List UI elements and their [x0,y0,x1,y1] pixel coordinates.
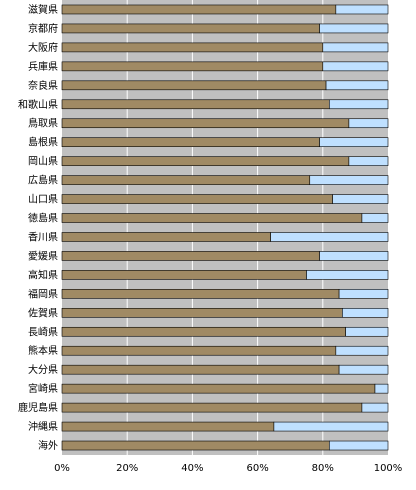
x-tick-label: 100% [374,463,403,474]
bar-segment-1 [61,99,330,110]
category-label: 島根県 [28,136,58,149]
category-label: 高知県 [28,268,58,281]
bar-segment-1 [61,421,275,432]
category-label: 大分県 [28,363,58,376]
x-tick-label: 40% [181,463,203,474]
bar-segment-2 [348,118,389,129]
bar-segment-1 [61,23,320,34]
bar-segment-1 [61,4,337,15]
category-label: 愛媛県 [28,249,58,262]
category-label: 鹿児島県 [18,401,58,414]
bar-segment-1 [61,270,307,280]
bar-segment-1 [61,326,346,337]
x-tick-label: 20% [116,463,138,474]
category-label: 熊本県 [28,344,58,357]
bar-segment-1 [61,402,363,413]
bars [61,4,389,451]
bar-segment-2 [309,175,389,185]
bar-segment-2 [319,23,389,34]
bar-segment-1 [61,383,376,394]
category-labels: 滋賀県京都府大阪府兵庫県奈良県和歌山県鳥取県島根県岡山県広島県山口県徳島県香川県… [18,3,58,452]
bar-segment-2 [361,402,389,413]
bar-segment-2 [348,156,389,166]
bar-segment-2 [322,42,389,53]
bar-segment-2 [332,194,389,204]
category-label: 福岡県 [28,287,58,300]
category-label: 海外 [38,439,58,452]
category-label: 山口県 [28,194,58,206]
category-label: 奈良県 [28,79,58,92]
category-label: 長崎県 [28,325,58,338]
bar-segment-2 [345,326,389,337]
bar-segment-1 [61,251,320,261]
bar-segment-2 [329,440,389,451]
category-label: 鳥取県 [28,117,58,130]
bar-segment-1 [61,194,333,204]
bar-segment-1 [61,175,311,185]
category-label: 佐賀県 [28,307,58,319]
category-label: 広島県 [28,174,58,187]
bar-segment-1 [61,440,330,451]
bar-segment-1 [61,213,363,223]
bar-segment-2 [306,270,389,280]
bar-segment-1 [61,42,324,53]
bar-segment-2 [325,80,389,91]
x-tick-labels: 0% 20% 40% 60% 80% 100% [54,463,402,474]
plot-background [62,0,388,455]
bar-segment-1 [61,61,324,72]
x-tick-label: 0% [54,463,70,474]
bar-segment-1 [61,80,327,91]
category-label: 滋賀県 [28,3,58,16]
bar-segment-1 [61,156,350,166]
bar-segment-1 [61,118,350,129]
bar-segment-2 [322,61,389,72]
category-label: 香川県 [28,231,58,243]
bar-segment-2 [338,364,389,375]
category-label: 大阪府 [28,41,58,54]
bar-segment-2 [361,213,389,223]
category-label: 京都府 [28,22,58,35]
gridlines [126,0,324,455]
bar-segment-2 [319,137,389,147]
category-label: 徳島県 [28,212,58,225]
bar-segment-2 [319,251,389,261]
category-label: 岡山県 [28,156,58,168]
bar-segment-2 [335,4,389,15]
bar-segment-2 [329,99,389,110]
bar-segment-1 [61,308,343,318]
x-tick-label: 60% [246,463,268,474]
bar-segment-1 [61,232,271,242]
bar-segment-1 [61,345,337,356]
bar-segment-2 [273,421,389,432]
bar-segment-2 [374,383,389,394]
bar-segment-2 [338,289,389,299]
category-label: 宮崎県 [28,382,58,395]
bar-segment-1 [61,289,340,299]
bar-segment-2 [270,232,389,242]
bar-segment-2 [342,308,389,318]
category-label: 兵庫県 [28,60,58,73]
bar-segment-1 [61,137,320,147]
x-tick-label: 80% [312,463,334,474]
bar-segment-1 [61,364,340,375]
category-label: 沖縄県 [28,420,58,433]
bar-segment-2 [335,345,389,356]
category-label: 和歌山県 [18,98,58,111]
